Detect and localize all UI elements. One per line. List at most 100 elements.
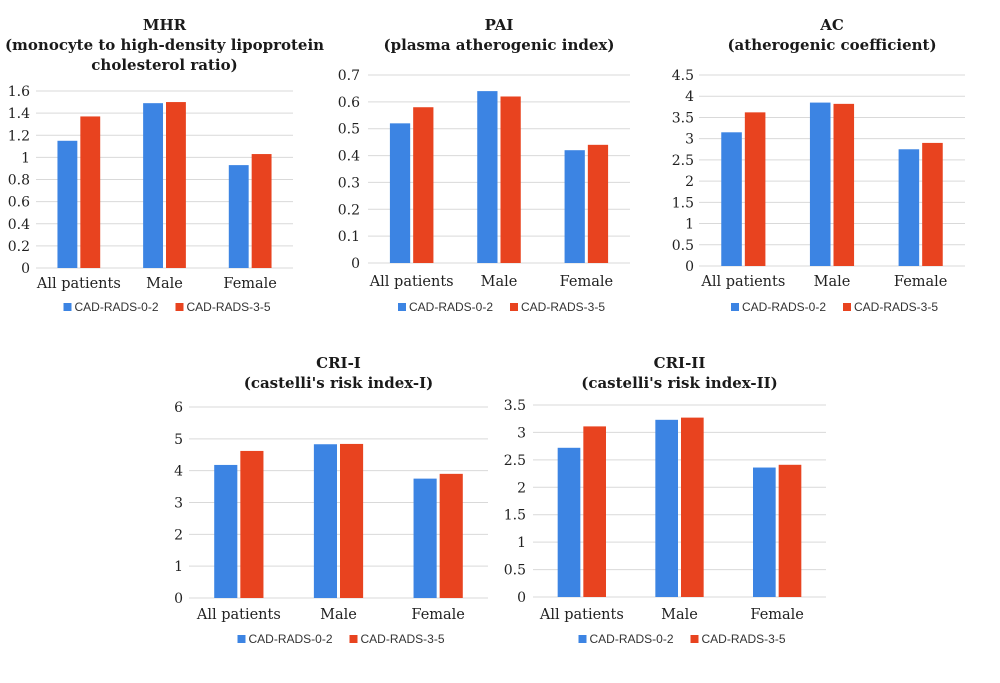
y-tick-label: 0.6 [8, 195, 30, 211]
y-tick-label: 3 [685, 132, 694, 148]
category-label: All patients [539, 607, 624, 623]
bar-cad-rads-0-2 [57, 140, 78, 268]
y-tick-label: 2 [174, 527, 183, 543]
bar-cad-rads-3-5 [778, 464, 802, 597]
y-tick-label: 0.4 [8, 217, 30, 233]
bar-cad-rads-3-5 [681, 417, 704, 597]
legend-swatch [63, 303, 72, 311]
bar-cad-rads-0-2 [753, 467, 776, 597]
category-label: Female [894, 274, 947, 290]
category-label: Female [560, 274, 613, 290]
y-tick-label: 1 [517, 535, 526, 551]
y-tick-label: 0 [351, 256, 360, 272]
bar-cad-rads-0-2 [564, 150, 585, 263]
y-tick-label: 3 [517, 425, 526, 441]
y-tick-label: 3.5 [672, 110, 694, 126]
legend-swatch [175, 303, 184, 311]
y-tick-label: 6 [174, 400, 183, 416]
y-tick-label: 3.5 [504, 398, 526, 414]
category-label: Male [661, 607, 698, 623]
category-label: Male [320, 607, 357, 623]
bar-cad-rads-0-2 [557, 447, 581, 597]
legend-swatch [398, 303, 406, 311]
chart-title: (atherogenic coefficient) [727, 36, 936, 54]
y-tick-label: 3 [174, 496, 183, 512]
bar-cad-rads-0-2 [143, 103, 163, 268]
y-tick-label: 0.8 [8, 173, 30, 189]
bar-cad-rads-3-5 [587, 144, 609, 263]
legend-swatch [731, 303, 739, 311]
y-tick-label: 0.6 [338, 95, 360, 111]
chart-title: (castelli's risk index-II) [581, 374, 778, 392]
y-tick-label: 4 [685, 89, 694, 105]
chart-panel: CRI-I (castelli's risk index-I) 0 1 2 3 4 5 6 All… [174, 354, 488, 646]
bar-cad-rads-0-2 [898, 149, 920, 266]
y-tick-label: 0.7 [338, 68, 360, 84]
y-tick-label: 2.5 [672, 153, 694, 169]
chart-panel: MHR (monocyte to high-density lipoprotein… [5, 16, 324, 314]
y-tick-label: 1.2 [8, 128, 30, 144]
y-tick-label: 2 [517, 480, 526, 496]
bar-cad-rads-3-5 [251, 154, 272, 268]
bar-cad-rads-3-5 [80, 116, 101, 268]
y-tick-label: 1.5 [504, 508, 526, 524]
bar-cad-rads-3-5 [922, 142, 943, 266]
bar-cad-rads-3-5 [744, 112, 766, 267]
category-label: All patients [700, 274, 785, 290]
y-tick-label: 0 [21, 261, 30, 277]
legend-label: CAD-RADS-0-2 [249, 632, 333, 646]
legend-swatch [510, 303, 518, 311]
category-label: All patients [369, 274, 454, 290]
y-tick-label: 1.5 [672, 195, 694, 211]
y-tick-label: 5 [174, 432, 183, 448]
chart-title: CRI-I [316, 354, 361, 372]
bar-cad-rads-3-5 [833, 103, 855, 267]
chart-panel: AC (atherogenic coefficient) 0 0.5 1 1.5 2 2.5 3… [672, 16, 965, 314]
chart-panel: CRI-II (castelli's risk index-II) 0 0.5 1 1.5… [504, 354, 826, 646]
category-label: Female [411, 607, 464, 623]
chart-title: cholesterol ratio) [91, 56, 237, 74]
chart-title: (monocyte to high-density lipoprotein [5, 36, 324, 54]
y-tick-label: 2.5 [504, 453, 526, 469]
chart-title: MHR [143, 16, 187, 34]
legend-label: CAD-RADS-0-2 [75, 300, 159, 314]
bar-cad-rads-0-2 [809, 102, 831, 266]
bar-cad-rads-3-5 [413, 107, 434, 263]
category-label: Male [481, 274, 518, 290]
legend-label: CAD-RADS-0-2 [590, 632, 674, 646]
y-tick-label: 0.4 [338, 149, 360, 165]
bar-cad-rads-3-5 [166, 102, 186, 268]
legend-swatch [578, 635, 587, 643]
y-tick-label: 0.5 [338, 122, 360, 138]
category-label: Female [223, 276, 276, 292]
bar-cad-rads-0-2 [477, 91, 498, 263]
bar-cad-rads-3-5 [500, 96, 521, 263]
y-tick-label: 0 [174, 591, 183, 607]
bar-cad-rads-0-2 [228, 165, 249, 268]
legend-label: CAD-RADS-3-5 [361, 632, 445, 646]
bar-cad-rads-0-2 [313, 444, 337, 598]
y-tick-label: 4 [174, 464, 183, 480]
y-tick-label: 0 [685, 259, 694, 275]
chart-title: (plasma atherogenic index) [384, 36, 615, 54]
legend-swatch [349, 635, 358, 643]
y-tick-label: 1.6 [8, 84, 30, 100]
category-label: Female [750, 607, 803, 623]
y-tick-label: 1 [685, 217, 694, 233]
y-tick-label: 1 [21, 150, 30, 166]
legend-label: CAD-RADS-0-2 [409, 300, 493, 314]
chart-title: (castelli's risk index-I) [244, 374, 434, 392]
bar-cad-rads-3-5 [240, 450, 264, 598]
legend-label: CAD-RADS-3-5 [521, 300, 605, 314]
chart-panel: PAI (plasma atherogenic index) 0 0.1 0.2 0.3 0… [338, 16, 630, 314]
y-tick-label: 0.3 [338, 175, 360, 191]
legend-swatch [690, 635, 699, 643]
bar-cad-rads-0-2 [655, 419, 678, 597]
category-label: Male [146, 276, 183, 292]
legend-label: CAD-RADS-3-5 [187, 300, 271, 314]
legend-swatch [843, 303, 851, 311]
y-tick-label: 1.4 [8, 106, 30, 122]
bar-cad-rads-0-2 [214, 464, 238, 598]
y-tick-label: 0.2 [338, 202, 360, 218]
